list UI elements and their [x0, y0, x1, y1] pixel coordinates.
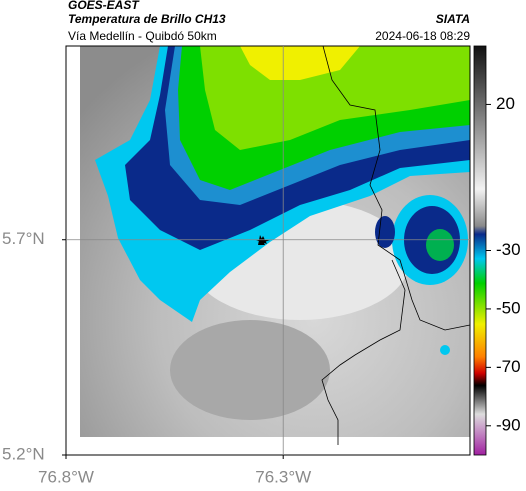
subtitle: Temperatura de Brillo CH13: [68, 12, 226, 26]
colorbar-tick-label: -50: [496, 298, 521, 317]
route: Vía Medellín - Quibdó 50km: [68, 29, 217, 43]
source: SIATA: [436, 12, 470, 26]
lon-tick-label: 76.3°W: [255, 467, 311, 486]
map-frame: [65, 45, 471, 456]
colorbar-tick-label: -30: [496, 240, 521, 259]
colorbar-tick-label: -90: [496, 415, 521, 434]
title: GOES-EAST: [68, 0, 140, 12]
lat-tick-label: 5.7°N: [2, 229, 45, 248]
colorbar-tick-label: -70: [496, 357, 521, 376]
timestamp: 2024-06-18 08:29: [375, 29, 470, 43]
lat-tick-label: 5.2°N: [2, 444, 45, 463]
lon-tick-label: 76.8°W: [38, 467, 94, 486]
colorbar-tick-label: 20: [496, 94, 515, 113]
satellite-image: [80, 45, 471, 445]
colorbar: [473, 45, 487, 456]
